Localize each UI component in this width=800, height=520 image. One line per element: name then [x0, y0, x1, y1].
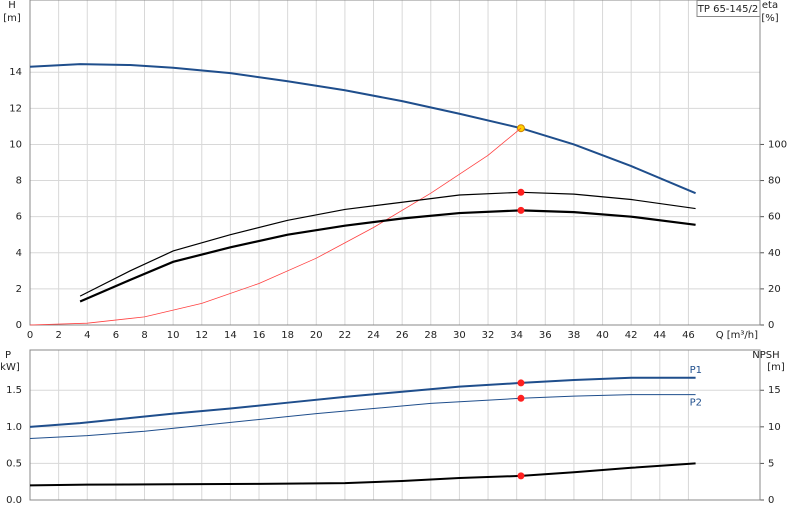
duty-point — [517, 394, 525, 402]
x-tick-label: 14 — [224, 330, 237, 341]
x-tick-label: 36 — [539, 330, 552, 341]
x-tick-label: 30 — [453, 330, 466, 341]
y2-tick-label: 10 — [768, 422, 781, 433]
x-axis-label: Q [m³/h] — [716, 330, 758, 341]
curve — [29, 127, 522, 326]
y2-tick-label: 0 — [768, 320, 774, 331]
x-tick-label: 38 — [568, 330, 581, 341]
y-tick-label: 4 — [16, 248, 22, 259]
y2-axis-label: NPSH — [752, 350, 779, 361]
curve — [29, 394, 696, 440]
y2-tick-label: 80 — [768, 176, 781, 187]
y-tick-label: 0.5 — [6, 458, 22, 469]
x-tick-label: 34 — [510, 330, 523, 341]
plot-frame — [29, 0, 761, 326]
y2-tick-label: 0 — [768, 495, 774, 506]
x-tick-label: 40 — [596, 330, 609, 341]
x-tick-label: 0 — [27, 330, 33, 341]
series-label: P1 — [690, 365, 702, 376]
x-tick-label: 32 — [482, 330, 495, 341]
y-tick-label: 1.0 — [6, 422, 22, 433]
y-axis-label: P — [5, 350, 11, 361]
y2-tick-label: 15 — [768, 385, 781, 396]
series-label: P2 — [690, 398, 702, 409]
y-tick-label: 0 — [16, 320, 22, 331]
y-tick-label: 10 — [9, 139, 22, 150]
curve — [29, 462, 696, 487]
y-axis-label: [m] — [3, 13, 21, 24]
y-axis-label: H — [8, 0, 16, 11]
curve — [79, 209, 696, 303]
x-tick-label: 4 — [84, 330, 90, 341]
x-tick-label: 20 — [310, 330, 323, 341]
y-tick-label: 2 — [16, 284, 22, 295]
y-tick-label: 1.5 — [6, 385, 22, 396]
y2-axis-label: [%] — [761, 13, 778, 24]
x-tick-label: 6 — [113, 330, 119, 341]
x-tick-label: 2 — [55, 330, 61, 341]
duty-point — [517, 206, 525, 214]
chart-title: TP 65-145/2 — [697, 4, 758, 15]
y-tick-label: 14 — [9, 67, 22, 78]
y2-tick-label: 20 — [768, 284, 781, 295]
y-axis-label: [kW] — [0, 362, 20, 373]
x-tick-label: 28 — [424, 330, 437, 341]
x-tick-label: 42 — [625, 330, 638, 341]
curve — [29, 63, 696, 195]
title-box — [696, 0, 761, 17]
y2-tick-label: 5 — [768, 458, 774, 469]
y2-axis-label: eta — [762, 0, 778, 11]
x-tick-label: 8 — [141, 330, 147, 341]
x-tick-label: 12 — [195, 330, 208, 341]
y2-tick-label: 60 — [768, 212, 781, 223]
duty-point — [517, 379, 525, 387]
y2-axis-label: [m] — [767, 362, 785, 373]
duty-point — [517, 188, 525, 196]
x-tick-label: 10 — [167, 330, 180, 341]
x-tick-label: 24 — [367, 330, 380, 341]
curve — [29, 376, 696, 428]
x-tick-label: 18 — [281, 330, 294, 341]
y-tick-label: 12 — [9, 103, 22, 114]
x-tick-label: 44 — [653, 330, 666, 341]
y-tick-label: 6 — [16, 212, 22, 223]
curve — [79, 191, 696, 297]
x-tick-label: 46 — [682, 330, 695, 341]
y-tick-label: 0.0 — [6, 495, 22, 506]
x-tick-label: 26 — [396, 330, 409, 341]
y2-tick-label: 100 — [768, 139, 787, 150]
x-tick-label: 22 — [339, 330, 352, 341]
duty-point — [517, 472, 525, 480]
y2-tick-label: 40 — [768, 248, 781, 259]
y-tick-label: 8 — [16, 176, 22, 187]
x-tick-label: 16 — [253, 330, 266, 341]
plot-frame — [29, 349, 761, 501]
